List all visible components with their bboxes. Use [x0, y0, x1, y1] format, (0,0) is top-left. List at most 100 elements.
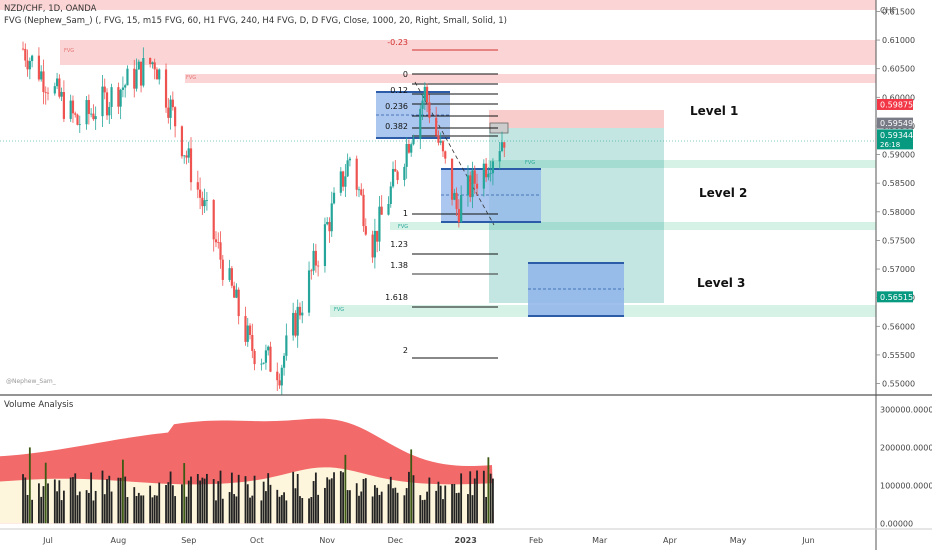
candle-body [196, 182, 199, 190]
volume-bar [101, 470, 104, 524]
volume-bar [94, 490, 97, 524]
volume-bar [326, 477, 329, 524]
volume-bar [328, 479, 331, 524]
fib-level-label: 0.12 [390, 86, 408, 95]
volume-bar [467, 494, 469, 524]
volume-bar [53, 479, 56, 524]
volume-bar [262, 481, 265, 524]
volume-bar [310, 497, 313, 524]
candle-body [71, 100, 75, 114]
candle-body [312, 250, 315, 271]
volume-bar [278, 496, 281, 524]
volume-bar [174, 496, 177, 524]
candle-body [244, 316, 247, 342]
candle-body [117, 87, 120, 107]
fib-levels: -0.23 0 0.12 0.236 0.382 1 1.23 1.38 1.618 2 [385, 38, 498, 359]
fib-level-label: -0.23 [387, 38, 408, 47]
time-tick-label: Dec [388, 536, 403, 545]
volume-bar [47, 483, 49, 524]
volume-bar [253, 475, 256, 524]
candle-body [212, 200, 215, 240]
candle-body [357, 189, 361, 191]
volume-bar [292, 471, 295, 524]
candle-body [40, 71, 43, 80]
volume-bar [280, 495, 283, 524]
volume-bar [235, 496, 238, 524]
volume-bar [339, 471, 342, 524]
candle-body [314, 250, 317, 266]
volume-bar [106, 479, 108, 524]
candle-body [153, 62, 156, 70]
candle-body [149, 58, 152, 65]
volume-bar [344, 454, 347, 524]
volume-bar [26, 494, 29, 524]
volume-bar [265, 491, 267, 524]
fvg-label: FVG [334, 307, 344, 313]
volume-bar [228, 492, 231, 524]
volume-bar [246, 484, 249, 524]
candle-body [307, 270, 311, 313]
candle-body [355, 158, 358, 190]
volume-bar [72, 477, 74, 524]
fvg-zone-top [0, 0, 876, 10]
candle-body [326, 221, 329, 225]
volume-bar [444, 485, 447, 524]
candle-body [455, 192, 458, 210]
candle-body [53, 86, 56, 94]
price-axis[interactable]: 0.615000.610000.605000.600000.595000.590… [876, 7, 915, 389]
candles [21, 41, 506, 395]
candle-body [276, 371, 279, 381]
volume-bar [233, 494, 236, 524]
indicator-title[interactable]: FVG (Nephew_Sam_) (, FVG, 15, m15 FVG, 6… [4, 16, 507, 26]
volume-bar [389, 476, 392, 524]
candle-body [423, 86, 426, 101]
volume-bar [355, 483, 358, 524]
candle-body [264, 350, 268, 363]
volume-bar [58, 480, 61, 524]
volume-title[interactable]: Volume Analysis [4, 400, 74, 410]
candle-body [26, 60, 29, 70]
volume-bar [380, 491, 383, 524]
candle-body [310, 270, 313, 272]
candle-body [296, 306, 299, 336]
volume-bar [485, 496, 488, 524]
volume-bar [24, 477, 27, 524]
candle-body [282, 355, 286, 368]
volume-bar [22, 474, 24, 524]
candle-body [441, 141, 445, 152]
candle-body [37, 55, 41, 80]
volume-bar [453, 484, 456, 524]
candle-body [58, 78, 61, 97]
chart-symbol-title[interactable]: NZD/CHF, 1D, OANDA [4, 4, 97, 14]
candle-body [24, 48, 27, 61]
candle-body [500, 142, 504, 152]
volume-bar [165, 485, 167, 524]
volume-bar [31, 499, 34, 524]
fvg-zone-upper2 [185, 74, 876, 83]
volume-bar [169, 471, 172, 524]
volume-bar [330, 478, 333, 524]
trend-line [414, 81, 495, 226]
order-block-3 [528, 263, 624, 316]
candle-body [44, 92, 47, 93]
price-tick-label: 0.61500 [882, 7, 915, 16]
candle-body [133, 68, 136, 89]
candle-body [410, 144, 413, 153]
volume-bar [394, 487, 397, 524]
volume-bar [133, 487, 136, 524]
fib-level-label: 2 [403, 346, 408, 355]
volume-bar [117, 477, 120, 524]
level-1-label: Level 1 [690, 104, 739, 118]
volume-bar [267, 473, 270, 524]
candle-body [46, 92, 50, 94]
volume-bar [349, 490, 351, 524]
candle-body [460, 195, 463, 223]
price-tag [877, 291, 913, 303]
candle-body [487, 173, 490, 178]
candle-body [167, 107, 170, 118]
candle-body [332, 192, 336, 204]
volume-bar [392, 488, 394, 524]
time-axis[interactable]: Jul Aug Sep Oct Nov Dec 2023 Feb Mar Apr May Jun [42, 536, 815, 545]
